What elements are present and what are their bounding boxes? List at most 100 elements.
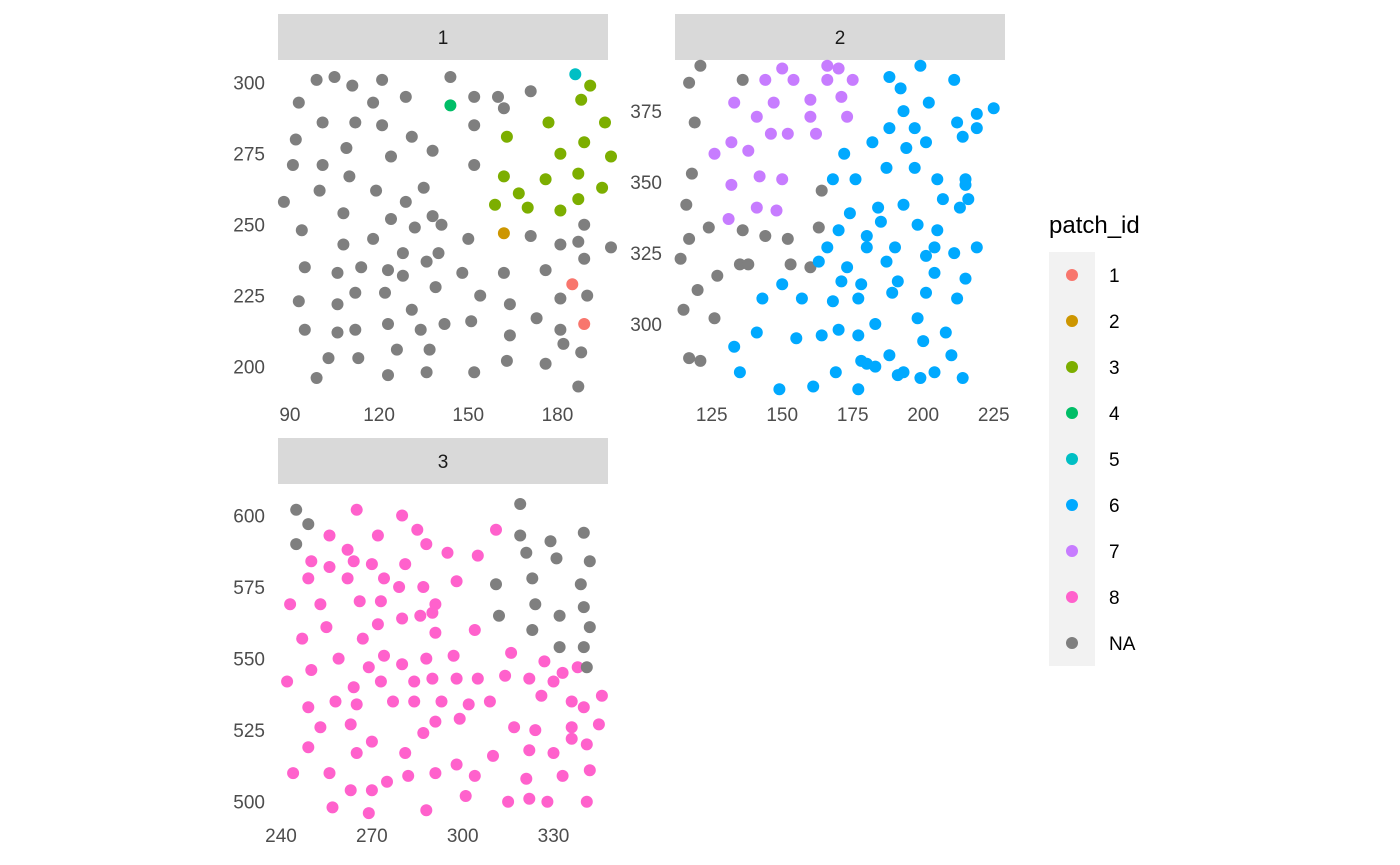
data-point-patch-na [815,184,828,197]
data-point-patch-na [429,281,442,294]
data-point-patch-6 [883,122,896,135]
data-point-patch-8 [529,724,542,737]
data-point-patch-na [423,343,436,356]
data-point-patch-na [295,224,308,237]
data-point-patch-na [736,224,749,237]
data-point-patch-6 [956,372,969,384]
data-point-patch-3 [521,201,534,214]
data-point-patch-na [289,133,302,146]
data-point-patch-6 [790,332,803,345]
data-point-patch-8 [420,804,433,817]
data-point-patch-6 [835,275,848,288]
data-point-patch-7 [804,110,817,123]
data-point-patch-na [396,269,409,282]
data-point-patch-6 [872,201,885,214]
data-point-patch-na [683,76,696,89]
data-point-patch-8 [356,632,369,645]
data-point-patch-na [677,303,690,316]
data-point-patch-6 [838,147,851,160]
legend-label: NA [1109,634,1136,655]
legend-label: 4 [1109,404,1120,425]
data-point-patch-8 [538,655,551,668]
data-point-patch-na [578,252,591,265]
data-point-patch-6 [908,122,921,135]
data-point-patch-8 [462,698,475,711]
data-point-patch-8 [365,735,378,748]
data-point-patch-na [529,598,542,611]
data-point-patch-na [736,73,749,86]
data-point-patch-na [426,210,439,223]
data-point-patch-6 [728,340,741,353]
data-point-patch-6 [970,122,983,135]
data-point-patch-3 [572,193,585,206]
data-point-patch-8 [341,543,354,556]
data-point-patch-8 [314,598,327,611]
data-point-patch-8 [329,695,342,708]
data-point-patch-8 [378,572,390,585]
data-point-patch-6 [956,130,969,143]
data-point-patch-7 [821,59,834,72]
data-point-patch-6 [931,173,944,186]
data-point-patch-na [432,247,445,260]
data-point-patch-6 [891,275,904,288]
y-tick-label: 225 [233,287,265,308]
data-point-patch-6 [920,249,932,262]
data-point-patch-6 [832,224,845,237]
data-point-patch-6 [869,318,882,330]
data-point-patch-8 [414,609,427,622]
data-point-patch-8 [302,572,315,585]
data-point-patch-6 [922,96,935,109]
data-point-patch-8 [471,672,484,685]
data-point-patch-8 [523,744,536,757]
data-point-patch-8 [371,529,384,542]
data-point-patch-8 [396,658,409,671]
data-point-patch-8 [365,784,378,797]
data-point-patch-8 [556,666,569,679]
data-point-patch-7 [725,136,738,149]
data-point-patch-6 [860,357,873,370]
data-point-patch-na [349,323,362,336]
data-point-patch-na [554,292,567,305]
data-point-patch-7 [750,110,763,123]
data-point-patch-8 [284,598,297,611]
data-point-patch-8 [420,652,433,665]
data-point-patch-na [376,73,389,86]
data-point-patch-6 [897,198,910,211]
data-point-patch-6 [970,107,983,120]
data-point-patch-3 [575,93,588,106]
x-tick-label: 270 [356,826,388,847]
x-tick-label: 150 [452,405,484,426]
data-point-patch-8 [441,546,454,559]
data-point-patch-7 [835,90,848,103]
data-point-patch-8 [523,792,536,805]
data-point-patch-3 [500,130,513,143]
data-point-patch-na [313,184,326,197]
y-tick-label: 600 [233,506,265,527]
data-point-patch-6 [883,71,896,83]
data-point-patch-8 [362,807,375,820]
data-point-patch-na [674,252,687,265]
data-point-patch-6 [920,136,932,149]
data-point-patch-6 [866,136,879,149]
data-point-patch-na [683,352,696,365]
data-point-patch-8 [362,661,375,674]
data-point-patch-na [456,266,469,279]
x-tick-label: 180 [542,405,574,426]
data-point-patch-8 [347,555,360,568]
data-point-patch-na [781,232,794,245]
data-point-patch-8 [350,747,363,759]
data-point-patch-7 [781,127,794,140]
data-point-patch-na [575,346,588,359]
data-point-patch-na [382,318,394,330]
data-point-patch-7 [846,73,859,86]
data-point-patch-6 [987,102,1000,115]
facet-strip-label: 2 [835,28,846,49]
data-point-patch-8 [332,652,345,665]
data-point-patch-8 [580,795,593,808]
data-point-patch-8 [420,538,433,551]
data-point-patch-na [337,238,350,251]
data-point-patch-8 [326,801,339,814]
data-point-patch-8 [320,621,333,634]
data-point-patch-8 [344,784,357,797]
data-point-patch-na [340,142,353,154]
